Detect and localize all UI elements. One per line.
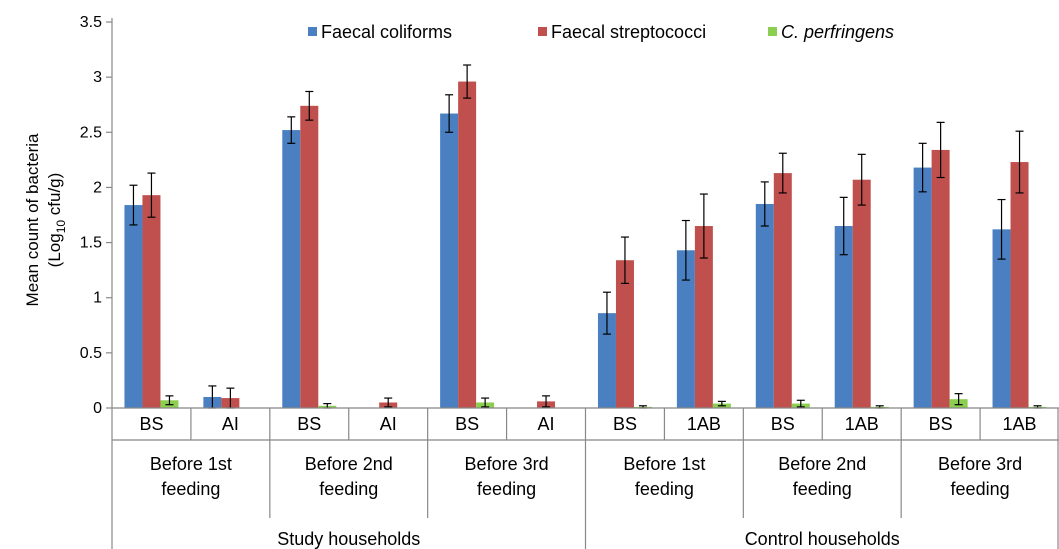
legend-swatch xyxy=(308,27,317,36)
y-tick-label: 3 xyxy=(93,69,102,86)
y-tick-label: 2 xyxy=(93,179,102,196)
legend-entry: Faecal streptococci xyxy=(538,22,706,42)
feeding-label-line2: feeding xyxy=(951,479,1010,499)
bar xyxy=(834,226,853,408)
y-tick-label: 1 xyxy=(93,290,102,307)
x-tick-label: BS xyxy=(455,414,479,434)
y-tick-label: 0.5 xyxy=(80,345,102,362)
y-tick-label: 1.5 xyxy=(80,235,102,252)
bar xyxy=(1010,162,1029,408)
legend-label: Faecal coliforms xyxy=(321,22,452,42)
feeding-label-line1: Before 1st xyxy=(623,454,705,474)
bar xyxy=(300,105,319,409)
bar xyxy=(931,149,950,408)
feeding-label-line1: Before 2nd xyxy=(778,454,866,474)
legend-entry: Faecal coliforms xyxy=(308,22,452,42)
x-tick-label: BS xyxy=(929,414,953,434)
feeding-label-line1: Before 3rd xyxy=(465,454,549,474)
plot-area xyxy=(124,64,1047,409)
household-label: Study households xyxy=(277,529,420,549)
x-tick-label: BS xyxy=(613,414,637,434)
bar xyxy=(694,226,713,408)
x-tick-label: BS xyxy=(771,414,795,434)
series-faecal-coliforms xyxy=(124,94,1011,409)
x-tick-label: AI xyxy=(380,414,397,434)
y-axis: 0 0.5 1 1.5 2 2.5 3 3.5 xyxy=(80,14,113,417)
legend-swatch xyxy=(768,27,777,36)
bar xyxy=(597,313,616,408)
series-faecal-streptococci xyxy=(142,64,1029,409)
feeding-label-line2: feeding xyxy=(477,479,536,499)
x-tick-label: 1AB xyxy=(845,414,879,434)
bar xyxy=(992,229,1011,408)
legend-label: Faecal streptococci xyxy=(551,22,706,42)
bar xyxy=(142,195,161,408)
y-tick-label: 2.5 xyxy=(80,124,102,141)
x-tick-label: 1AB xyxy=(687,414,721,434)
legend-entry: C. perfringens xyxy=(768,22,894,42)
x-axis: BS AI BS AI BS AI BS 1AB BS 1AB BS 1AB Before 1st fee… xyxy=(111,407,1059,549)
y-tick-label: 0 xyxy=(93,400,102,417)
feeding-label-line2: feeding xyxy=(319,479,378,499)
bar xyxy=(755,203,774,408)
bar xyxy=(458,81,477,408)
legend: Faecal coliforms Faecal streptococci C. pe… xyxy=(308,22,894,42)
feeding-label-line1: Before 3rd xyxy=(938,454,1022,474)
bar xyxy=(913,167,932,408)
household-label: Control households xyxy=(745,529,900,549)
y-tick-label: 3.5 xyxy=(80,14,102,31)
x-tick-label: 1AB xyxy=(1003,414,1037,434)
bar xyxy=(852,179,871,408)
y-axis-title: Mean count of bacteria (Log10 cfu/g) xyxy=(23,133,68,306)
feeding-label-line2: feeding xyxy=(161,479,220,499)
x-tick-label: AI xyxy=(538,414,555,434)
feeding-label-line1: Before 1st xyxy=(150,454,232,474)
legend-swatch xyxy=(538,27,547,36)
bar xyxy=(676,250,695,408)
bar xyxy=(615,260,634,408)
x-tick-label: AI xyxy=(222,414,239,434)
x-tick-label: BS xyxy=(139,414,163,434)
bar xyxy=(440,113,459,408)
x-tick-label: BS xyxy=(297,414,321,434)
y-axis-title-line2: (Log10 cfu/g) xyxy=(45,173,68,268)
feeding-label-line2: feeding xyxy=(635,479,694,499)
bar xyxy=(282,130,301,408)
feeding-label-line1: Before 2nd xyxy=(305,454,393,474)
bar xyxy=(124,205,143,408)
legend-label: C. perfringens xyxy=(781,22,894,42)
bar xyxy=(773,173,792,408)
y-axis-title-line1: Mean count of bacteria xyxy=(23,133,42,306)
feeding-label-line2: feeding xyxy=(793,479,852,499)
